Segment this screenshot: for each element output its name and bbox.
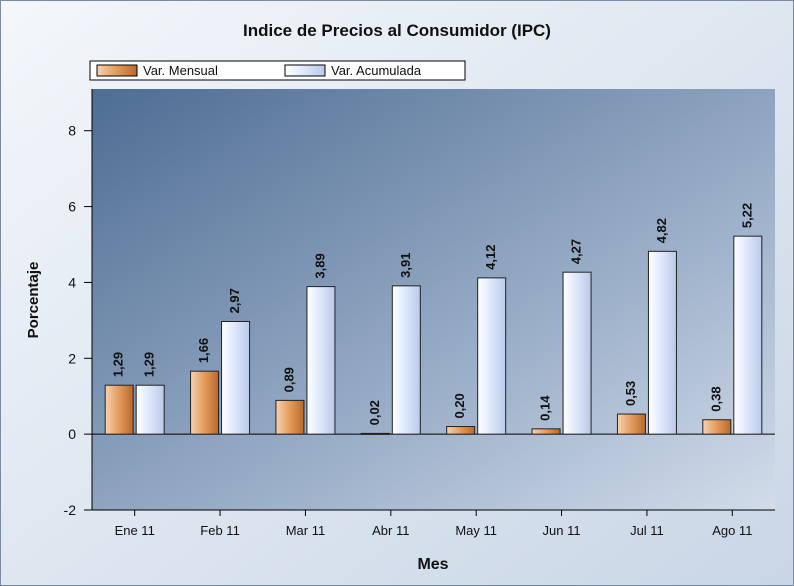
data-label: 2,97	[227, 288, 242, 313]
x-tick-label: May 11	[455, 523, 497, 538]
y-axis-title: Porcentaje	[25, 262, 42, 339]
data-label: 5,22	[739, 203, 754, 228]
legend-swatch	[96, 64, 138, 77]
bar	[104, 384, 134, 435]
bar	[360, 432, 390, 435]
bar	[702, 419, 732, 435]
legend-swatch	[284, 64, 326, 77]
data-label: 3,89	[312, 253, 327, 278]
y-tick-label: -2	[64, 502, 77, 518]
bar	[477, 277, 507, 435]
bar	[562, 271, 592, 435]
data-label: 0,20	[452, 393, 467, 418]
y-tick-label: 2	[68, 350, 76, 366]
data-label: 4,27	[569, 239, 584, 264]
x-tick-label: Feb 11	[200, 523, 240, 538]
x-axis-title: Mes	[417, 556, 448, 573]
y-tick-label: 4	[68, 274, 76, 290]
bar	[446, 426, 476, 435]
y-tick-label: 0	[68, 426, 76, 442]
data-label: 4,82	[654, 218, 669, 243]
bar	[190, 370, 220, 435]
bar	[647, 250, 677, 435]
x-tick-label: Ene 11	[115, 523, 155, 538]
bar	[135, 384, 165, 435]
data-label: 3,91	[398, 253, 413, 278]
data-label: 0,89	[281, 367, 296, 392]
bar	[221, 320, 251, 435]
x-tick-label: Jul 11	[630, 523, 664, 538]
x-tick-label: Jun 11	[543, 523, 581, 538]
data-label: 1,29	[111, 352, 126, 377]
y-tick-label: 6	[68, 199, 76, 215]
data-label: 0,53	[623, 381, 638, 406]
bar	[616, 413, 646, 435]
bar	[275, 399, 305, 435]
legend-label: Var. Mensual	[143, 63, 218, 78]
data-label: 0,02	[367, 400, 382, 425]
data-label: 4,12	[483, 245, 498, 270]
data-label: 0,38	[708, 386, 723, 411]
legend	[89, 60, 466, 81]
legend-label: Var. Acumulada	[331, 63, 422, 78]
data-label: 1,29	[142, 352, 157, 377]
x-tick-label: Mar 11	[286, 523, 326, 538]
chart-title: Indice de Precios al Consumidor (IPC)	[243, 21, 551, 40]
data-label: 0,14	[538, 395, 553, 421]
y-tick-label: 8	[68, 123, 76, 139]
bar	[531, 428, 561, 435]
x-tick-label: Abr 11	[372, 523, 409, 538]
data-label: 1,66	[196, 338, 211, 363]
bar	[733, 235, 763, 435]
x-tick-label: Ago 11	[712, 523, 752, 538]
bar	[391, 285, 421, 435]
bar	[306, 286, 336, 435]
